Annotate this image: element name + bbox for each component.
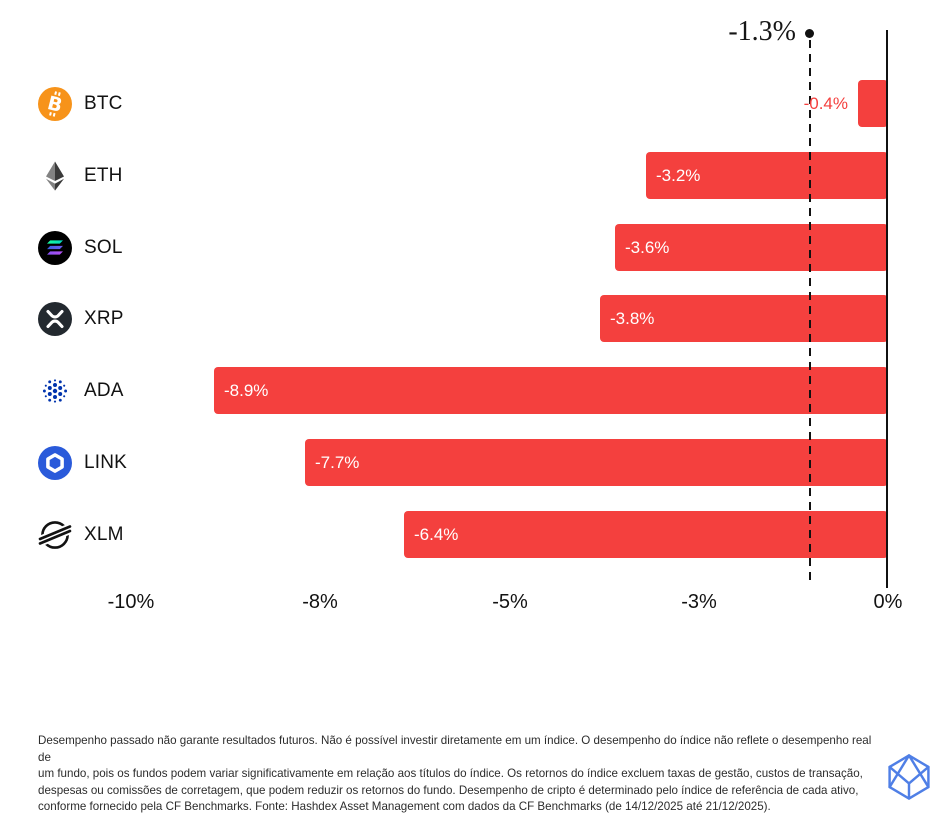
asset-ticker-label: ADA <box>84 380 124 401</box>
reference-line-marker-dot <box>805 29 814 38</box>
xlm-icon <box>38 518 72 552</box>
svg-text:B: B <box>45 92 64 117</box>
reference-line-label: -1.3% <box>728 16 796 47</box>
bar-value-label: -3.2% <box>656 166 701 185</box>
bar-value-label: -7.7% <box>315 453 360 472</box>
xrp-icon <box>38 301 72 336</box>
link-icon <box>38 445 72 480</box>
disclaimer-line: um fundo, pois os fundos podem variar si… <box>38 767 863 781</box>
asset-ticker-label: XRP <box>84 308 124 329</box>
performance-bar <box>404 511 888 558</box>
btc-icon: B <box>38 86 72 121</box>
performance-bar <box>600 295 888 342</box>
reference-dashed-line <box>809 40 811 580</box>
hashdex-logo <box>886 751 932 803</box>
x-axis-tick-label: -10% <box>107 591 155 613</box>
zero-axis-line <box>886 30 888 588</box>
performance-bar <box>214 367 888 414</box>
asset-ticker-label: ETH <box>84 165 123 186</box>
x-axis-tick-label: -8% <box>302 591 338 613</box>
ada-icon <box>38 374 72 408</box>
bar-value-label: -6.4% <box>414 525 459 544</box>
x-axis-tick-label: -5% <box>492 591 528 613</box>
asset-ticker-label: SOL <box>84 237 123 258</box>
asset-ticker-label: XLM <box>84 524 124 545</box>
asset-ticker-label: LINK <box>84 452 128 473</box>
bar-value-label: -0.4% <box>803 94 848 113</box>
bar-value-label: -3.8% <box>610 309 655 328</box>
asset-ticker-label: BTC <box>84 93 123 114</box>
x-axis-tick-label: -3% <box>681 591 717 613</box>
performance-bar <box>305 439 888 486</box>
disclaimer-line: despesas ou comissões de corretagem, que… <box>38 783 859 797</box>
bar-value-label: -8.9% <box>224 381 269 400</box>
disclaimer-line: Desempenho passado não garante resultado… <box>38 734 872 764</box>
performance-bar <box>858 80 888 127</box>
disclaimer-text: Desempenho passado não garante resultado… <box>38 733 880 816</box>
sol-icon <box>38 230 72 265</box>
eth-icon <box>38 159 72 193</box>
disclaimer-line: conforme fornecido pela CF Benchmarks. F… <box>38 800 771 814</box>
performance-bar <box>646 152 888 199</box>
bar-value-label: -3.6% <box>625 238 670 257</box>
x-axis-tick-label: 0% <box>873 591 903 613</box>
performance-bar <box>615 224 888 271</box>
